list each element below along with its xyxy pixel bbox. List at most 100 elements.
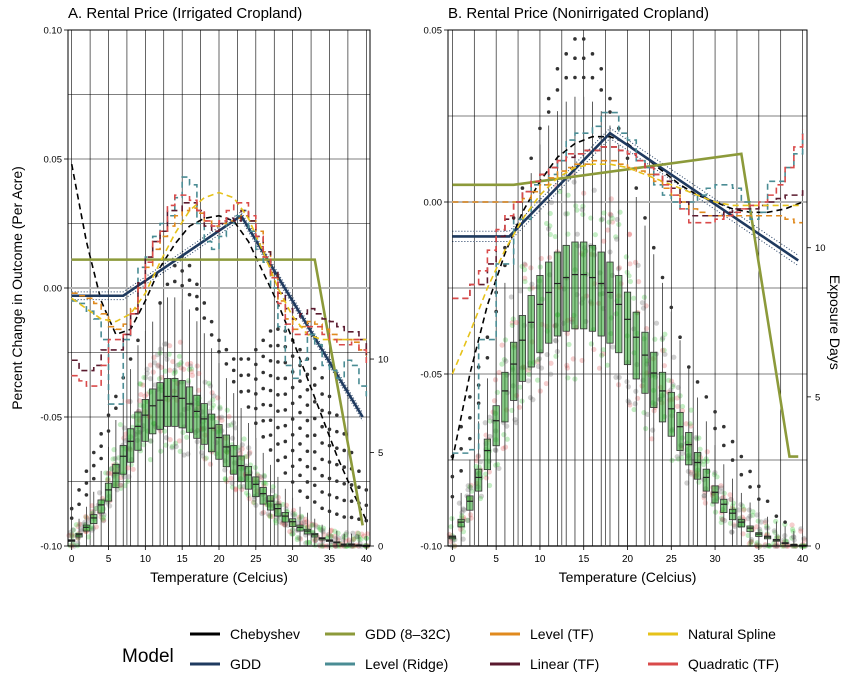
exposure-outlier [305, 495, 310, 500]
exposure-box [553, 251, 562, 337]
exposure-point [235, 445, 241, 451]
x-tick-label: 25 [666, 554, 678, 565]
exposure-outlier [231, 357, 236, 361]
exposure-outlier [364, 503, 369, 508]
exposure-point [685, 468, 691, 474]
exposure-point [155, 363, 161, 369]
exposure-outlier [468, 436, 472, 441]
x-tick-label: 15 [177, 554, 189, 565]
series-line-level-ridge- [452, 111, 804, 454]
exposure-point [509, 407, 515, 414]
exposure-point [674, 395, 680, 401]
exposure-point [504, 423, 510, 429]
exposure-outlier [283, 439, 288, 444]
exposure-point [219, 417, 225, 423]
exposure-outlier [335, 413, 339, 417]
exposure-outlier [180, 269, 184, 273]
exposure-point [162, 368, 168, 374]
exposure-point [746, 507, 752, 513]
exposure-outlier [312, 466, 317, 471]
exposure-point [606, 219, 612, 225]
exposure-box [676, 411, 684, 451]
series-group [70, 164, 368, 526]
exposure-outlier [312, 416, 317, 421]
legend-label: Chebyshev [230, 626, 300, 642]
exposure-point [450, 538, 456, 544]
exposure-point [613, 234, 619, 240]
exposure-outlier [298, 489, 302, 493]
exposure-outlier [128, 357, 133, 361]
exposure-outlier [335, 429, 339, 434]
exposure-point [790, 533, 796, 540]
exposure-point [600, 351, 606, 357]
exposure-point [574, 207, 580, 213]
legend-label: Level (TF) [530, 626, 594, 642]
exposure-point [652, 336, 658, 342]
y-tick-label: -0.05 [420, 370, 442, 381]
series-line-gdd [452, 131, 799, 262]
exposure-outlier [77, 488, 81, 492]
exposure-point [627, 261, 633, 267]
exposure-outlier [312, 483, 317, 488]
exposure-outlier [349, 483, 354, 487]
exposure-point [535, 377, 541, 383]
exposure-outlier [450, 474, 455, 479]
exposure-point [105, 475, 111, 482]
exposure-point [350, 536, 357, 543]
exposure-point [295, 520, 301, 526]
exposure-point [596, 365, 603, 371]
exposure-point [774, 533, 780, 539]
exposure-outlier [246, 357, 251, 361]
exposure-point [272, 493, 278, 499]
exposure-outlier [783, 520, 787, 524]
exposure-point [296, 516, 302, 522]
exposure-point [633, 388, 639, 394]
y-tick-label: 0.05 [44, 155, 63, 166]
exposure-point [650, 427, 656, 433]
exposure-point [170, 358, 176, 365]
exposure-point [574, 231, 580, 237]
exposure-point [178, 360, 184, 366]
exposure-point [101, 514, 107, 520]
x-tick-label: 10 [140, 554, 152, 565]
exposure-point [246, 496, 252, 502]
exposure-point [137, 381, 143, 387]
exposure-outlier [195, 294, 199, 299]
exposure-outlier [239, 357, 243, 361]
exposure-point [661, 363, 667, 369]
exposure-outlier [261, 402, 265, 407]
exposure-point [202, 456, 208, 462]
y2-tick-label: 10 [815, 243, 826, 254]
exposure-point [478, 493, 485, 499]
exposure-point [636, 279, 642, 285]
exposure-point [758, 519, 764, 525]
exposure-outlier [254, 421, 258, 426]
exposure-point [164, 356, 170, 362]
exposure-outlier [739, 454, 744, 459]
exposure-point [296, 535, 302, 541]
x-tick-label: 30 [287, 554, 299, 565]
exposure-point [332, 536, 339, 542]
exposure-outlier [298, 442, 302, 446]
exposure-point [144, 370, 150, 376]
exposure-outlier [298, 426, 302, 431]
exposure-point [526, 371, 532, 377]
exposure-point [233, 486, 239, 492]
y-tick-label: 0.05 [424, 26, 443, 37]
exposure-box [171, 378, 179, 427]
exposure-point [720, 494, 726, 500]
exposure-point [714, 474, 720, 480]
exposure-point [70, 527, 76, 533]
legend-label: GDD (8–32C) [365, 626, 451, 642]
exposure-point [653, 320, 660, 326]
exposure-outlier [555, 88, 560, 92]
exposure-point [329, 527, 335, 533]
exposure-point [224, 407, 230, 413]
exposure-point [241, 436, 247, 442]
series-line-natural-spline [451, 163, 803, 375]
exposure-point [458, 526, 464, 532]
y-tick-label: -0.05 [40, 413, 62, 424]
y-tick-label: 0.00 [424, 198, 443, 209]
exposure-point [696, 435, 702, 441]
exposure-outlier [327, 476, 332, 481]
